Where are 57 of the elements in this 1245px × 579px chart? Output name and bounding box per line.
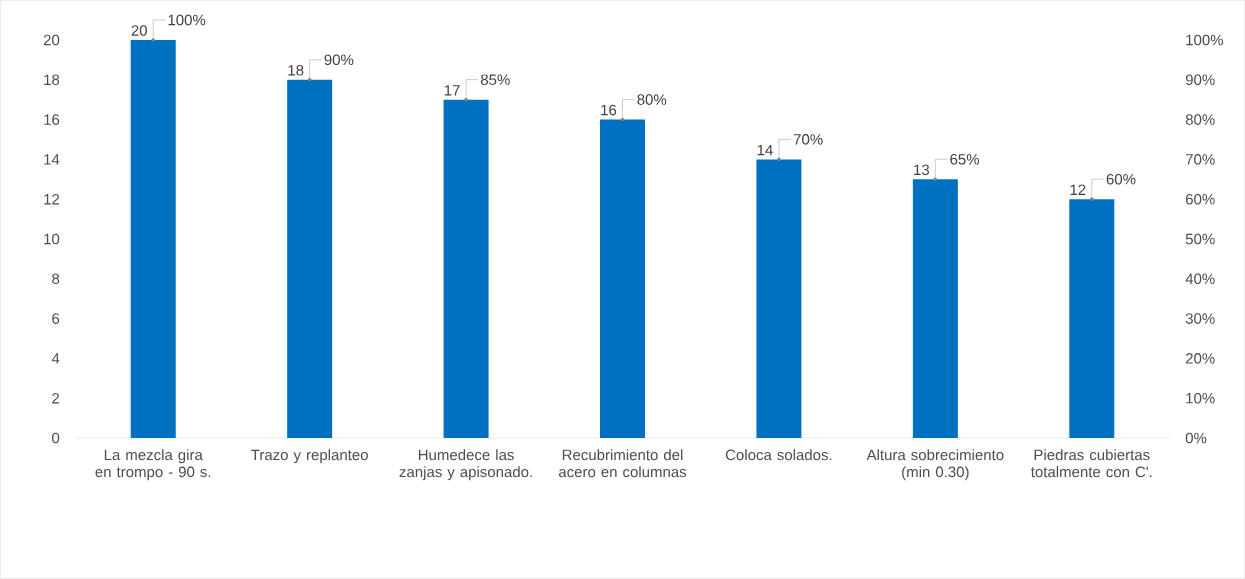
point xyxy=(151,38,156,42)
x-tick-label: Trazo y replanteo xyxy=(251,449,368,464)
y-tick-label: 18 xyxy=(44,74,60,86)
data-label: 18 xyxy=(288,64,304,76)
bar xyxy=(756,159,802,438)
y2-tick-label: 80% xyxy=(1185,114,1215,125)
y-tick-label: 12 xyxy=(44,193,60,205)
x-tick-label: Humedece las zanjas y apisonado. xyxy=(399,449,532,481)
data-label: 65% xyxy=(950,153,980,165)
y-tick-label: 2 xyxy=(52,392,60,404)
y-tick-label: 8 xyxy=(52,273,60,285)
y2-tick-label: 10% xyxy=(1186,392,1215,404)
point xyxy=(777,157,781,162)
bar xyxy=(130,39,176,438)
bar xyxy=(1069,199,1115,438)
data-label: 70% xyxy=(793,134,823,145)
y2-tick-label: 50% xyxy=(1185,233,1215,245)
y2-tick-label: 40% xyxy=(1185,273,1215,285)
point xyxy=(620,117,625,122)
point xyxy=(933,177,938,182)
x-tick-label: Altura sobrecimiento (min 0.30) xyxy=(866,449,1004,481)
y2-tick-label: 30% xyxy=(1185,313,1215,324)
y2-tick-label: 60% xyxy=(1185,193,1215,205)
data-label: 17 xyxy=(444,85,460,96)
data-label: 13 xyxy=(914,164,930,176)
y2-tick-label: 90% xyxy=(1185,74,1215,86)
y-tick-label: 10 xyxy=(44,233,60,245)
y2-tick-label: 70% xyxy=(1185,154,1215,165)
data-label: 20 xyxy=(131,25,147,36)
x-tick-label: Coloca solados. xyxy=(725,449,832,461)
y-tick-label: 20 xyxy=(43,34,60,46)
data-label: 85% xyxy=(480,74,510,85)
data-label: 80% xyxy=(637,94,667,105)
x-tick-label: La mezcla gira en trompo - 90 s. xyxy=(95,449,211,481)
data-label: 60% xyxy=(1106,173,1136,185)
x-tick-label: Recubrimiento del acero en columnas xyxy=(558,449,687,478)
point xyxy=(464,97,468,102)
bar xyxy=(912,179,958,438)
y2-tick-label: 20% xyxy=(1185,353,1215,364)
bar xyxy=(287,79,333,438)
y-tick-label: 4 xyxy=(51,353,60,364)
data-label: 14 xyxy=(757,144,773,156)
y-tick-label: 6 xyxy=(52,313,60,324)
bar xyxy=(600,119,645,438)
y-tick-label: 0 xyxy=(52,432,60,444)
bar xyxy=(443,99,489,438)
y-tick-label: 16 xyxy=(44,114,60,125)
y-tick-label: 14 xyxy=(44,154,60,165)
y2-tick-label: 100% xyxy=(1186,34,1224,46)
data-label: 16 xyxy=(601,104,617,116)
data-label: 12 xyxy=(1070,184,1086,195)
y2-tick-label: 0% xyxy=(1185,432,1207,444)
x-tick-label: Piedras cubiertas totalmente con C'. xyxy=(1030,449,1152,478)
point xyxy=(307,77,312,82)
data-label: 100% xyxy=(168,14,206,26)
point xyxy=(1089,197,1094,201)
data-label: 90% xyxy=(324,54,354,66)
